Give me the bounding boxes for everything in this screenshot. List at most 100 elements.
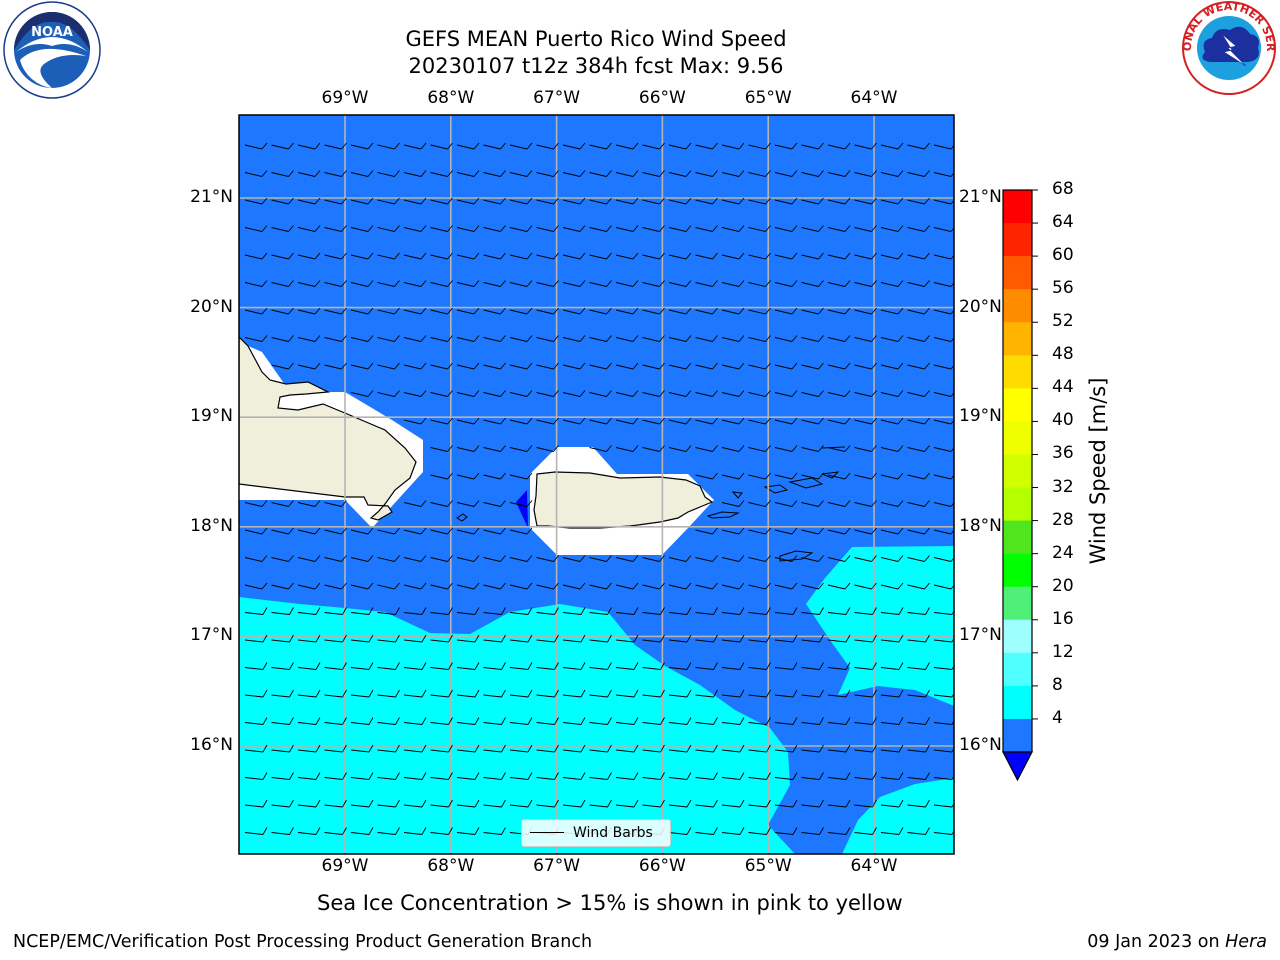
- wind-barb: [536, 445, 559, 452]
- wind-barb: [536, 689, 559, 698]
- wind-barb: [615, 225, 639, 232]
- wind-barb: [456, 744, 480, 753]
- wind-barb: [721, 799, 745, 808]
- wind-barb: [377, 390, 400, 397]
- wind-barb: [615, 772, 639, 780]
- colorbar-tick-label: 28: [1052, 509, 1074, 530]
- wind-barb: [668, 634, 692, 643]
- wind-barb: [297, 142, 321, 150]
- wind-barb: [536, 662, 559, 670]
- colorbar-tick-label: 8: [1052, 674, 1063, 695]
- wind-barb: [589, 142, 612, 150]
- wind-barb: [827, 335, 851, 342]
- wind-barb: [244, 634, 268, 643]
- wind-barb: [907, 689, 930, 698]
- wind-barb: [695, 827, 718, 835]
- wind-barb: [509, 607, 533, 615]
- wind-barb: [642, 252, 665, 260]
- wind-barb: [483, 225, 506, 232]
- wind-barb: [377, 527, 400, 535]
- colorbar-segment: [1003, 355, 1032, 389]
- wind-barb: [562, 634, 586, 643]
- wind-barb: [430, 772, 453, 780]
- wind-barb: [748, 335, 771, 342]
- wind-barb: [695, 717, 718, 725]
- wind-barb: [324, 527, 347, 535]
- wind-barb: [801, 417, 824, 425]
- wind-barb: [880, 335, 904, 342]
- wind-barb: [483, 662, 506, 670]
- wind-barb: [748, 634, 771, 643]
- wind-barb: [695, 307, 718, 315]
- wind-barb: [324, 142, 347, 150]
- wind-barb: [695, 445, 718, 452]
- wind-barb: [403, 280, 427, 287]
- wind-barb: [271, 634, 294, 643]
- wind-barb: [324, 335, 347, 342]
- wind-barb: [801, 582, 824, 590]
- wind-barb: [854, 799, 877, 808]
- wind-8-12-east-region: [806, 546, 954, 706]
- colorbar-tick-label: 12: [1052, 641, 1074, 662]
- wind-barb: [721, 744, 745, 753]
- wind-barb: [695, 582, 718, 590]
- wind-barb: [509, 717, 533, 725]
- wind-barb: [377, 689, 400, 698]
- wind-barb: [615, 634, 639, 643]
- wind-barb: [403, 362, 427, 370]
- wind-barb: [377, 307, 400, 315]
- wind-barb: [403, 827, 427, 835]
- wind-barb: [668, 170, 692, 177]
- wind-barb: [456, 142, 480, 150]
- wind-barb: [350, 662, 374, 670]
- wind-barb: [827, 500, 851, 507]
- wind-barb: [536, 607, 559, 615]
- colorbar-segment: [1003, 289, 1032, 323]
- wind-barb: [589, 390, 612, 397]
- wind-barb: [271, 527, 294, 535]
- wind-barb: [297, 170, 321, 177]
- lat-left-tick: 21°N: [190, 187, 233, 207]
- wind-barb: [377, 170, 400, 177]
- wind-barb: [801, 744, 824, 753]
- wind-barb: [880, 280, 904, 287]
- wind-barb: [721, 582, 745, 590]
- wind-barb: [589, 662, 612, 670]
- lon-bot-tick: 65°W: [744, 856, 792, 876]
- wind-barb: [774, 582, 798, 590]
- wind-barb: [324, 772, 347, 780]
- wind-barb: [536, 390, 559, 397]
- wind-barb: [377, 362, 400, 370]
- wind-barb: [801, 225, 824, 232]
- wind-barb: [377, 252, 400, 260]
- wind-barb: [668, 772, 692, 780]
- wind-barb: [509, 417, 533, 425]
- wind-barb: [589, 555, 612, 562]
- wind-barb: [562, 225, 586, 232]
- wind-barb: [933, 692, 954, 698]
- map-area: [239, 115, 954, 854]
- wind-barb: [801, 717, 824, 725]
- wind-barb: [695, 555, 718, 562]
- wind-barb: [907, 555, 930, 562]
- wind-barb: [403, 417, 427, 425]
- wind-barb: [244, 335, 268, 342]
- wind-barb: [324, 744, 347, 753]
- wind-barb: [509, 799, 533, 808]
- wind-barb: [562, 307, 586, 315]
- wind-barb: [324, 170, 347, 177]
- wind-barb: [350, 582, 374, 590]
- wind-barb: [695, 252, 718, 260]
- lat-right-tick: 18°N: [959, 515, 1002, 536]
- wind-barb: [615, 582, 639, 590]
- wind-barb: [350, 280, 374, 287]
- legend-line-sample: [530, 832, 564, 833]
- wind-barb: [854, 662, 877, 670]
- wind-barb: [907, 197, 930, 205]
- wind-barb: [297, 527, 321, 535]
- wind-barb: [801, 280, 824, 287]
- wind-barb: [350, 772, 374, 780]
- wind-barb: [430, 689, 453, 698]
- wind-barb: [907, 582, 930, 590]
- wind-barb: [297, 582, 321, 590]
